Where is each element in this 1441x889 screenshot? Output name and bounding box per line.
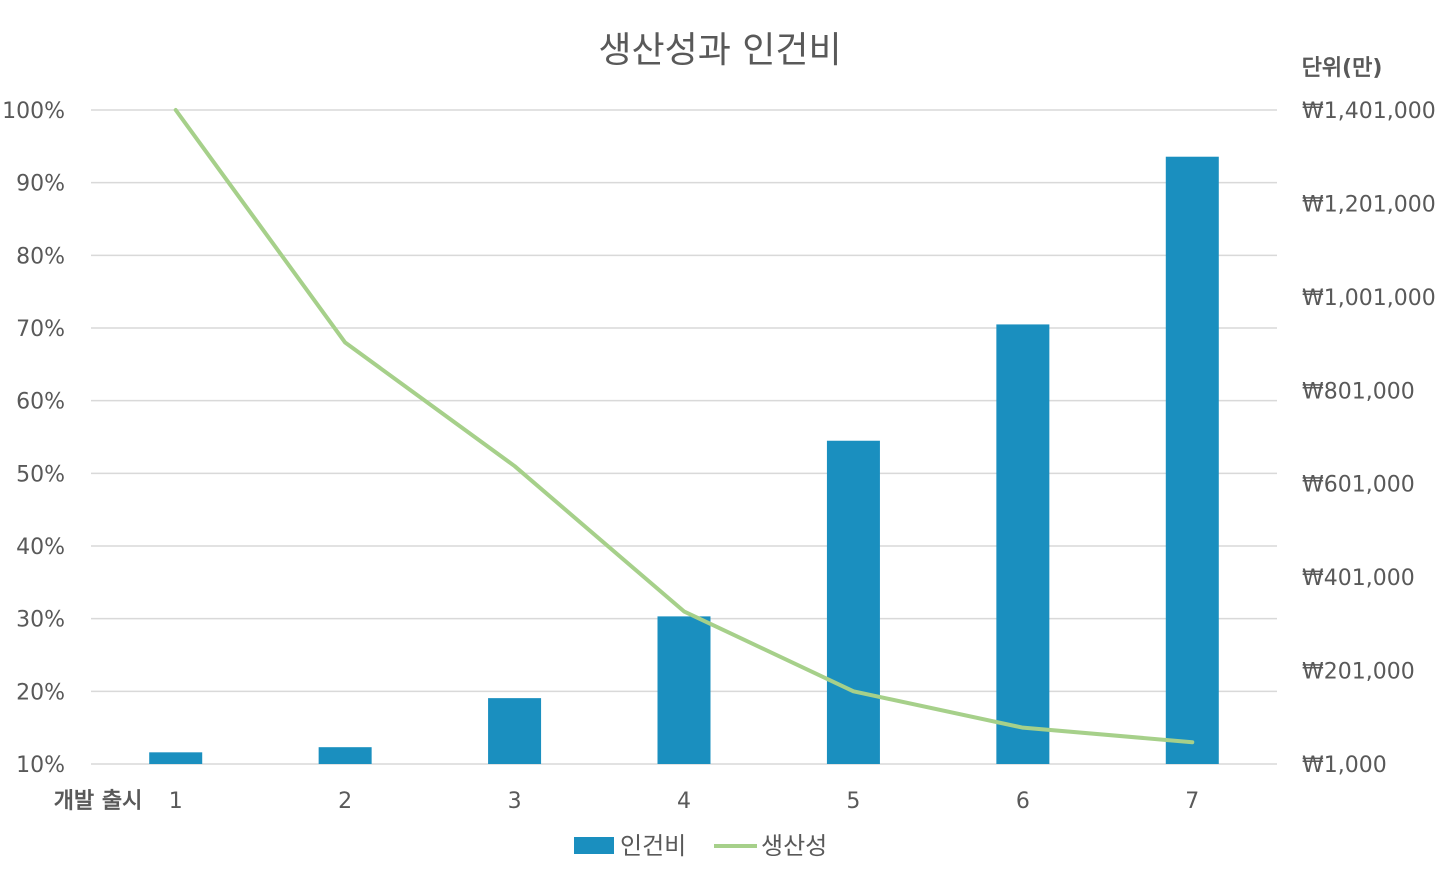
right-axis-ticks: ₩1,000 ₩201,000 ₩401,000 ₩601,000 ₩801,000 ₩1… [1302,99,1436,778]
bar [657,616,711,764]
bar [318,747,372,764]
right-tick-label: ₩1,001,000 [1302,286,1436,311]
left-tick-label: 30% [16,608,65,633]
bar [826,440,880,764]
x-tick-label: 2 [338,789,352,814]
right-tick-label: ₩1,201,000 [1302,192,1436,217]
right-axis-unit-label: 단위(만) [1302,56,1383,81]
legend-label-line: 생산성 [761,832,827,860]
right-tick-label: ₩801,000 [1302,379,1415,404]
left-tick-label: 80% [16,244,65,269]
left-axis-ticks: 10% 20% 30% 40% 50% 60% 70% 80% 90% 100% [2,99,65,778]
bar [996,324,1050,764]
bar [149,752,203,764]
line-series-생산성 [173,108,1195,745]
left-tick-label: 40% [16,535,65,560]
x-tick-label: 6 [1016,789,1030,814]
right-tick-label: ₩201,000 [1302,660,1415,685]
bar-series-인건비 [149,156,1219,764]
legend-swatch-bar [574,837,614,854]
x-axis-label: 개발 출시 [54,789,143,814]
gridlines [91,109,1277,765]
chart-title: 생산성과 인건비 [598,30,841,71]
right-tick-label: ₩1,000 [1302,753,1387,778]
right-tick-label: ₩601,000 [1302,473,1415,498]
left-tick-label: 70% [16,317,65,342]
bar [488,698,542,764]
left-tick-label: 90% [16,172,65,197]
legend-label-bar: 인건비 [620,832,686,860]
x-tick-label: 4 [677,789,691,814]
left-tick-label: 20% [16,680,65,705]
x-tick-label: 5 [846,789,860,814]
right-tick-label: ₩1,401,000 [1302,99,1436,124]
left-tick-label: 10% [16,753,65,778]
x-tick-label: 1 [169,789,183,814]
x-tick-label: 7 [1185,789,1199,814]
bar [1165,156,1219,764]
left-tick-label: 50% [16,462,65,487]
series-line [173,108,1195,745]
x-axis-ticks: 1 2 3 4 5 6 7 [169,789,1200,814]
left-tick-label: 100% [2,99,65,124]
legend: 인건비 생산성 [574,832,827,860]
left-tick-label: 60% [16,390,65,415]
x-tick-label: 3 [508,789,522,814]
right-tick-label: ₩401,000 [1302,566,1415,591]
